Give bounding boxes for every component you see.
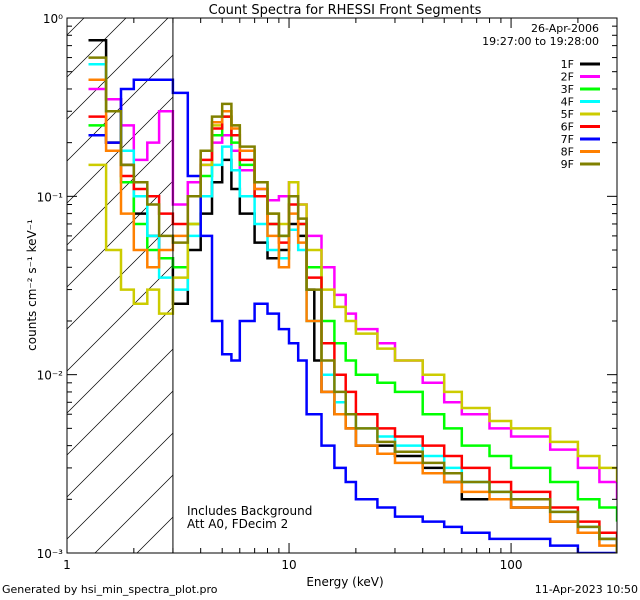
- legend-label-3F: 3F: [561, 83, 574, 96]
- legend-time-range: 19:27:00 to 19:28:00: [482, 35, 599, 48]
- series-line-9F: [88, 56, 617, 553]
- legend-label-5F: 5F: [561, 108, 574, 121]
- series-layer: [88, 39, 617, 553]
- annotation-attenuator: Att A0, FDecim 2: [187, 517, 288, 531]
- legend-label-2F: 2F: [561, 71, 574, 84]
- x-tick-label-1: 10: [281, 558, 296, 572]
- legend-label-8F: 8F: [561, 146, 574, 159]
- y-axis-label: counts cm⁻² s⁻¹ keV⁻¹: [25, 219, 39, 351]
- hatch-line-8: [67, 222, 173, 330]
- legend-label-6F: 6F: [561, 121, 574, 134]
- hatch-line-10: [67, 306, 173, 414]
- footer-generated-by: Generated by hsi_min_spectra_plot.pro: [2, 583, 218, 596]
- hatch-line-9: [67, 264, 173, 372]
- y-tick-label-1: 10⁻¹: [37, 190, 64, 204]
- plot-frame: [66, 17, 618, 554]
- y-tick-label-0: 10⁰: [43, 12, 63, 26]
- hatch-line-13: [67, 432, 173, 540]
- legend-date: 26-Apr-2006: [531, 22, 599, 35]
- annotation-background: Includes Background: [187, 504, 312, 518]
- series-line-3F: [88, 115, 617, 522]
- y-tick-label-2: 10⁻²: [37, 369, 64, 383]
- footer-timestamp: 11-Apr-2023 10:50: [534, 583, 638, 596]
- series-line-1F: [88, 39, 617, 553]
- y-tick-label-3: 10⁻³: [37, 547, 64, 561]
- x-tick-label-0: 1: [63, 558, 71, 572]
- hatch-line-7: [67, 180, 173, 288]
- x-tick-label-2: 100: [500, 558, 523, 572]
- hatch-line-3: [67, 18, 169, 120]
- axis-ticks: 1 10 100 10⁰ 10⁻¹ 10⁻² 10⁻³: [37, 12, 618, 572]
- legend-label-7F: 7F: [561, 133, 574, 146]
- hatch-line-12: [67, 390, 173, 498]
- legend-label-1F: 1F: [561, 58, 574, 71]
- series-line-4F: [88, 63, 617, 553]
- hatch-line-5: [67, 96, 173, 204]
- hatch-line-6: [67, 138, 173, 246]
- x-axis-label: Energy (keV): [306, 575, 383, 589]
- chart-title: Count Spectra for RHESSI Front Segments: [209, 3, 482, 18]
- legend-label-9F: 9F: [561, 158, 574, 171]
- legend-label-4F: 4F: [561, 96, 574, 109]
- attenuator-hatch-region: [67, 18, 173, 553]
- hatch-line-1: [67, 18, 85, 36]
- series-line-5F: [88, 109, 617, 482]
- series-line-7F: [88, 78, 617, 553]
